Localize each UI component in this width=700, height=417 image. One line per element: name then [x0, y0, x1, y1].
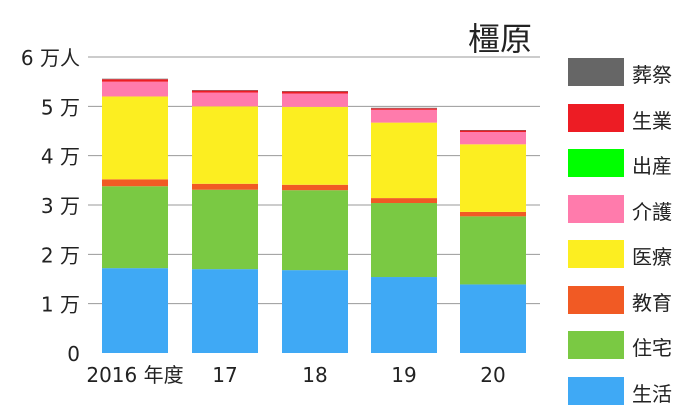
legend-swatch: [568, 149, 624, 177]
legend-label: 生業: [632, 108, 672, 133]
bar-segment: [102, 186, 168, 269]
bars: [102, 78, 526, 353]
bar-segment: [371, 108, 437, 110]
chart-plot: 0 1 万 2 万 3 万 4 万 5 万 6 万人 2016 年度 17 18 19 20: [21, 46, 540, 387]
chart-title: 橿原: [468, 20, 533, 58]
y-tick-label: 4 万: [41, 145, 80, 169]
bar-segment: [102, 179, 168, 187]
legend-label: 出産: [632, 154, 672, 178]
y-tick-label: 3 万: [41, 194, 80, 218]
legend-label: 医療: [632, 245, 672, 269]
bar-segment: [102, 96, 168, 180]
bar-segment: [460, 211, 526, 217]
bar-segment: [192, 183, 258, 190]
legend-label: 葬祭: [632, 63, 672, 87]
legend-swatch: [568, 240, 624, 268]
bar-segment: [282, 270, 348, 353]
bar-segment: [460, 216, 526, 285]
bar-segment: [192, 92, 258, 107]
bar-segment: [371, 109, 437, 123]
y-tick-label: 6 万人: [21, 46, 80, 70]
bar-segment: [192, 90, 258, 93]
x-axis-labels: 2016 年度 17 18 19 20: [86, 363, 505, 387]
legend-swatch: [568, 376, 624, 405]
x-tick-label: 19: [391, 363, 416, 387]
y-tick-label: 1 万: [41, 293, 80, 317]
legend-label: 住宅: [632, 336, 672, 360]
bar-segment: [102, 268, 168, 353]
bar-segment: [282, 190, 348, 271]
bar-segment: [371, 122, 437, 199]
bar-segment: [282, 91, 348, 94]
legend-swatch: [568, 194, 624, 223]
bar-segment: [460, 284, 526, 353]
x-tick-label: 17: [212, 363, 237, 387]
legend-swatch: [568, 103, 624, 132]
legend-label: 生活: [632, 381, 672, 406]
legend-swatch: [568, 285, 624, 314]
bar-segment: [192, 189, 258, 270]
x-tick-label: 18: [302, 363, 327, 387]
bar-segment: [282, 184, 348, 191]
y-tick-label: 2 万: [41, 243, 80, 267]
legend-label: 教育: [632, 290, 672, 315]
y-tick-label: 5 万: [41, 95, 80, 119]
bar-segment: [371, 198, 437, 204]
legend-swatch: [568, 331, 624, 359]
legend-label: 介護: [632, 199, 672, 224]
bar-segment: [460, 144, 526, 212]
bar-segment: [460, 131, 526, 145]
bar-segment: [192, 106, 258, 184]
bar-segment: [282, 93, 348, 107]
y-tick-label: 0: [67, 342, 80, 366]
legend-swatch: [568, 58, 624, 86]
bar-segment: [460, 130, 526, 132]
bar-segment: [192, 269, 258, 353]
x-tick-label: 2016 年度: [86, 363, 183, 387]
bar-segment: [282, 106, 348, 185]
y-axis-labels: 0 1 万 2 万 3 万 4 万 5 万 6 万人: [21, 46, 80, 366]
bar-segment: [102, 79, 168, 82]
bar-segment: [371, 277, 437, 353]
bar-segment: [102, 81, 168, 97]
bar-segment: [371, 203, 437, 278]
x-tick-label: 20: [480, 363, 505, 387]
